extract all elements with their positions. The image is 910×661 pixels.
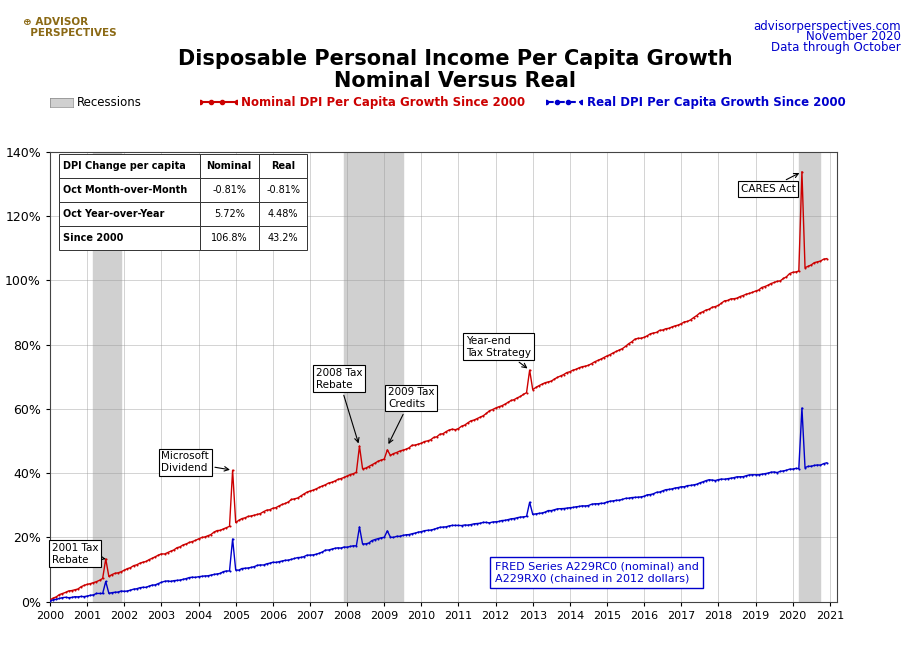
Text: -0.81%: -0.81% xyxy=(266,185,300,195)
Text: 2008 Tax
Rebate: 2008 Tax Rebate xyxy=(316,368,362,442)
FancyBboxPatch shape xyxy=(199,154,258,178)
Text: advisorperspectives.com: advisorperspectives.com xyxy=(753,20,901,33)
Text: 2009 Tax
Credits: 2009 Tax Credits xyxy=(388,387,434,443)
Text: Since 2000: Since 2000 xyxy=(64,233,124,243)
Text: Oct Month-over-Month: Oct Month-over-Month xyxy=(64,185,187,195)
Text: FRED Series A229RC0 (nominal) and
A229RX0 (chained in 2012 dollars): FRED Series A229RC0 (nominal) and A229RX… xyxy=(495,562,699,584)
Text: Recessions: Recessions xyxy=(77,96,142,109)
Text: 2001 Tax
Rebate: 2001 Tax Rebate xyxy=(52,543,105,564)
FancyBboxPatch shape xyxy=(258,202,308,226)
FancyBboxPatch shape xyxy=(258,154,308,178)
FancyBboxPatch shape xyxy=(258,178,308,202)
Text: ⊕ ADVISOR
  PERSPECTIVES: ⊕ ADVISOR PERSPECTIVES xyxy=(23,17,116,38)
FancyBboxPatch shape xyxy=(59,226,199,250)
Text: Nominal: Nominal xyxy=(207,161,252,171)
FancyBboxPatch shape xyxy=(59,202,199,226)
Text: -0.81%: -0.81% xyxy=(212,185,246,195)
Text: 5.72%: 5.72% xyxy=(214,209,245,219)
FancyBboxPatch shape xyxy=(199,202,258,226)
Text: CARES Act: CARES Act xyxy=(741,174,798,194)
Text: Oct Year-over-Year: Oct Year-over-Year xyxy=(64,209,165,219)
Text: Year-end
Tax Strategy: Year-end Tax Strategy xyxy=(466,336,531,368)
FancyBboxPatch shape xyxy=(199,178,258,202)
Text: Nominal Versus Real: Nominal Versus Real xyxy=(334,71,576,91)
Text: Nominal DPI Per Capita Growth Since 2000: Nominal DPI Per Capita Growth Since 2000 xyxy=(241,96,525,109)
FancyBboxPatch shape xyxy=(59,178,199,202)
Text: November 2020: November 2020 xyxy=(806,30,901,43)
Bar xyxy=(799,152,821,602)
Text: DPI Change per capita: DPI Change per capita xyxy=(64,161,187,171)
Text: 106.8%: 106.8% xyxy=(211,233,248,243)
Text: Real DPI Per Capita Growth Since 2000: Real DPI Per Capita Growth Since 2000 xyxy=(587,96,845,109)
FancyBboxPatch shape xyxy=(199,226,258,250)
Bar xyxy=(344,152,403,602)
Text: 43.2%: 43.2% xyxy=(268,233,298,243)
Text: Microsoft
Dividend: Microsoft Dividend xyxy=(161,451,228,473)
Text: Real: Real xyxy=(271,161,295,171)
FancyBboxPatch shape xyxy=(59,154,199,178)
Text: Disposable Personal Income Per Capita Growth: Disposable Personal Income Per Capita Gr… xyxy=(177,50,733,69)
Text: 4.48%: 4.48% xyxy=(268,209,298,219)
FancyBboxPatch shape xyxy=(258,226,308,250)
Text: Data through October: Data through October xyxy=(771,41,901,54)
Bar xyxy=(94,152,121,602)
